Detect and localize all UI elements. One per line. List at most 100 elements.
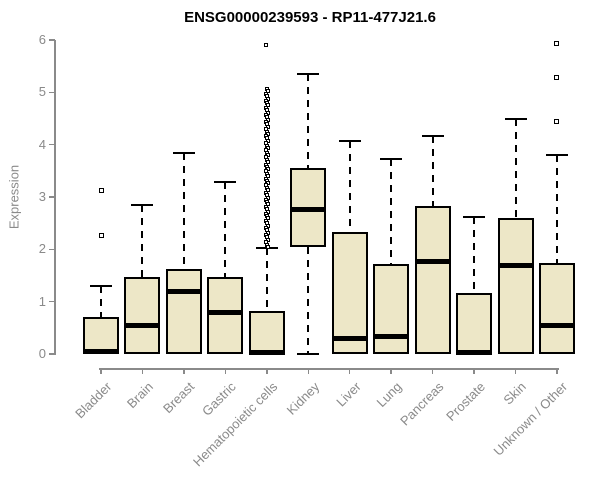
outlier-point — [265, 244, 270, 249]
outlier-point — [265, 103, 270, 108]
outlier-point — [265, 223, 270, 228]
outlier-point — [554, 40, 560, 46]
upper-whisker-cap — [504, 118, 527, 121]
upper-whisker-cap — [545, 154, 568, 157]
y-tick-label: 0 — [38, 346, 46, 361]
y-tick-label: 3 — [38, 189, 46, 204]
chart-title: ENSG00000239593 - RP11-477J21.6 — [184, 9, 436, 26]
y-tick-mark — [49, 196, 55, 198]
outlier-point — [554, 74, 560, 80]
x-tick-mark — [348, 369, 351, 374]
x-tick-label: Breast — [160, 379, 198, 417]
upper-whisker-cap — [214, 180, 237, 183]
median-line — [497, 262, 534, 268]
x-tick-label: Liver — [332, 379, 364, 410]
box — [165, 269, 202, 354]
median-line — [538, 322, 575, 328]
upper-whisker — [141, 204, 144, 278]
median-line — [165, 288, 202, 294]
x-tick-label: Bladder — [72, 379, 115, 422]
outlier-point — [265, 202, 270, 207]
outlier-point — [265, 237, 270, 242]
x-tick-mark — [473, 369, 475, 374]
median-line — [248, 349, 285, 355]
y-tick-mark — [49, 91, 55, 94]
x-tick-mark — [141, 369, 144, 374]
median-line — [83, 349, 119, 355]
outlier-point — [265, 216, 270, 221]
upper-whisker — [265, 248, 268, 312]
x-tick-mark — [266, 369, 268, 374]
median-line — [207, 309, 244, 315]
upper-whisker-cap — [338, 140, 361, 142]
outlier-point — [98, 232, 104, 238]
box — [497, 217, 534, 354]
median-line — [290, 206, 327, 212]
median-line — [373, 334, 410, 340]
upper-whisker-cap — [463, 215, 486, 218]
box — [456, 292, 493, 354]
x-tick-label: Lung — [373, 379, 405, 411]
box — [331, 232, 368, 354]
x-tick-mark — [100, 369, 102, 374]
median-line — [414, 259, 451, 265]
x-tick-label: Brain — [123, 379, 157, 412]
y-tick-mark — [49, 39, 55, 41]
x-tick-mark — [556, 369, 558, 374]
y-tick-label: 4 — [38, 136, 46, 152]
y-tick-mark — [49, 143, 55, 146]
x-tick-label: Prostate — [442, 379, 488, 424]
upper-whisker-cap — [421, 134, 444, 137]
outlier-point — [265, 124, 270, 129]
box — [538, 262, 575, 354]
median-line — [331, 335, 368, 341]
outlier-point — [265, 139, 270, 143]
upper-whisker — [307, 74, 310, 168]
median-line — [124, 322, 161, 328]
y-tick-label: 5 — [38, 84, 46, 100]
upper-whisker — [100, 285, 102, 318]
x-tick-label: Pancreas — [396, 379, 447, 429]
outlier-point — [265, 131, 270, 136]
upper-whisker-cap — [90, 284, 112, 287]
upper-whisker — [473, 216, 476, 293]
outlier-point — [265, 195, 270, 200]
outlier-point — [265, 117, 270, 122]
upper-whisker — [390, 158, 393, 264]
upper-whisker — [182, 153, 185, 270]
box — [124, 277, 161, 354]
x-tick-mark — [390, 369, 392, 374]
outlier-point — [265, 145, 270, 150]
x-tick-mark — [224, 369, 227, 374]
outlier-point — [265, 174, 270, 179]
x-tick-label: Kidney — [283, 379, 322, 418]
box — [414, 205, 451, 354]
outlier-point — [265, 230, 270, 235]
x-tick-mark — [307, 369, 309, 374]
y-tick-label: 6 — [38, 32, 46, 47]
upper-whisker-cap — [297, 73, 320, 76]
upper-whisker — [514, 119, 517, 218]
outlier-point — [265, 96, 270, 101]
y-tick-label: 1 — [38, 293, 46, 309]
upper-whisker — [431, 135, 434, 206]
upper-whisker — [555, 155, 558, 263]
y-tick-mark — [49, 353, 55, 355]
median-line — [456, 349, 493, 355]
box — [248, 311, 285, 354]
outlier-point — [265, 89, 270, 94]
upper-whisker-cap — [172, 152, 195, 155]
outlier-point — [265, 110, 270, 115]
outlier-point — [263, 42, 268, 47]
x-tick-label: Gastric — [199, 379, 239, 419]
outlier-point — [265, 167, 270, 172]
outlier-point — [265, 188, 270, 193]
outlier-point — [554, 118, 560, 124]
x-tick-mark — [514, 369, 517, 374]
upper-whisker — [348, 141, 351, 233]
x-tick-mark — [183, 369, 185, 374]
upper-whisker-cap — [131, 203, 154, 206]
x-axis-line — [98, 368, 560, 370]
outlier-point — [98, 187, 104, 193]
